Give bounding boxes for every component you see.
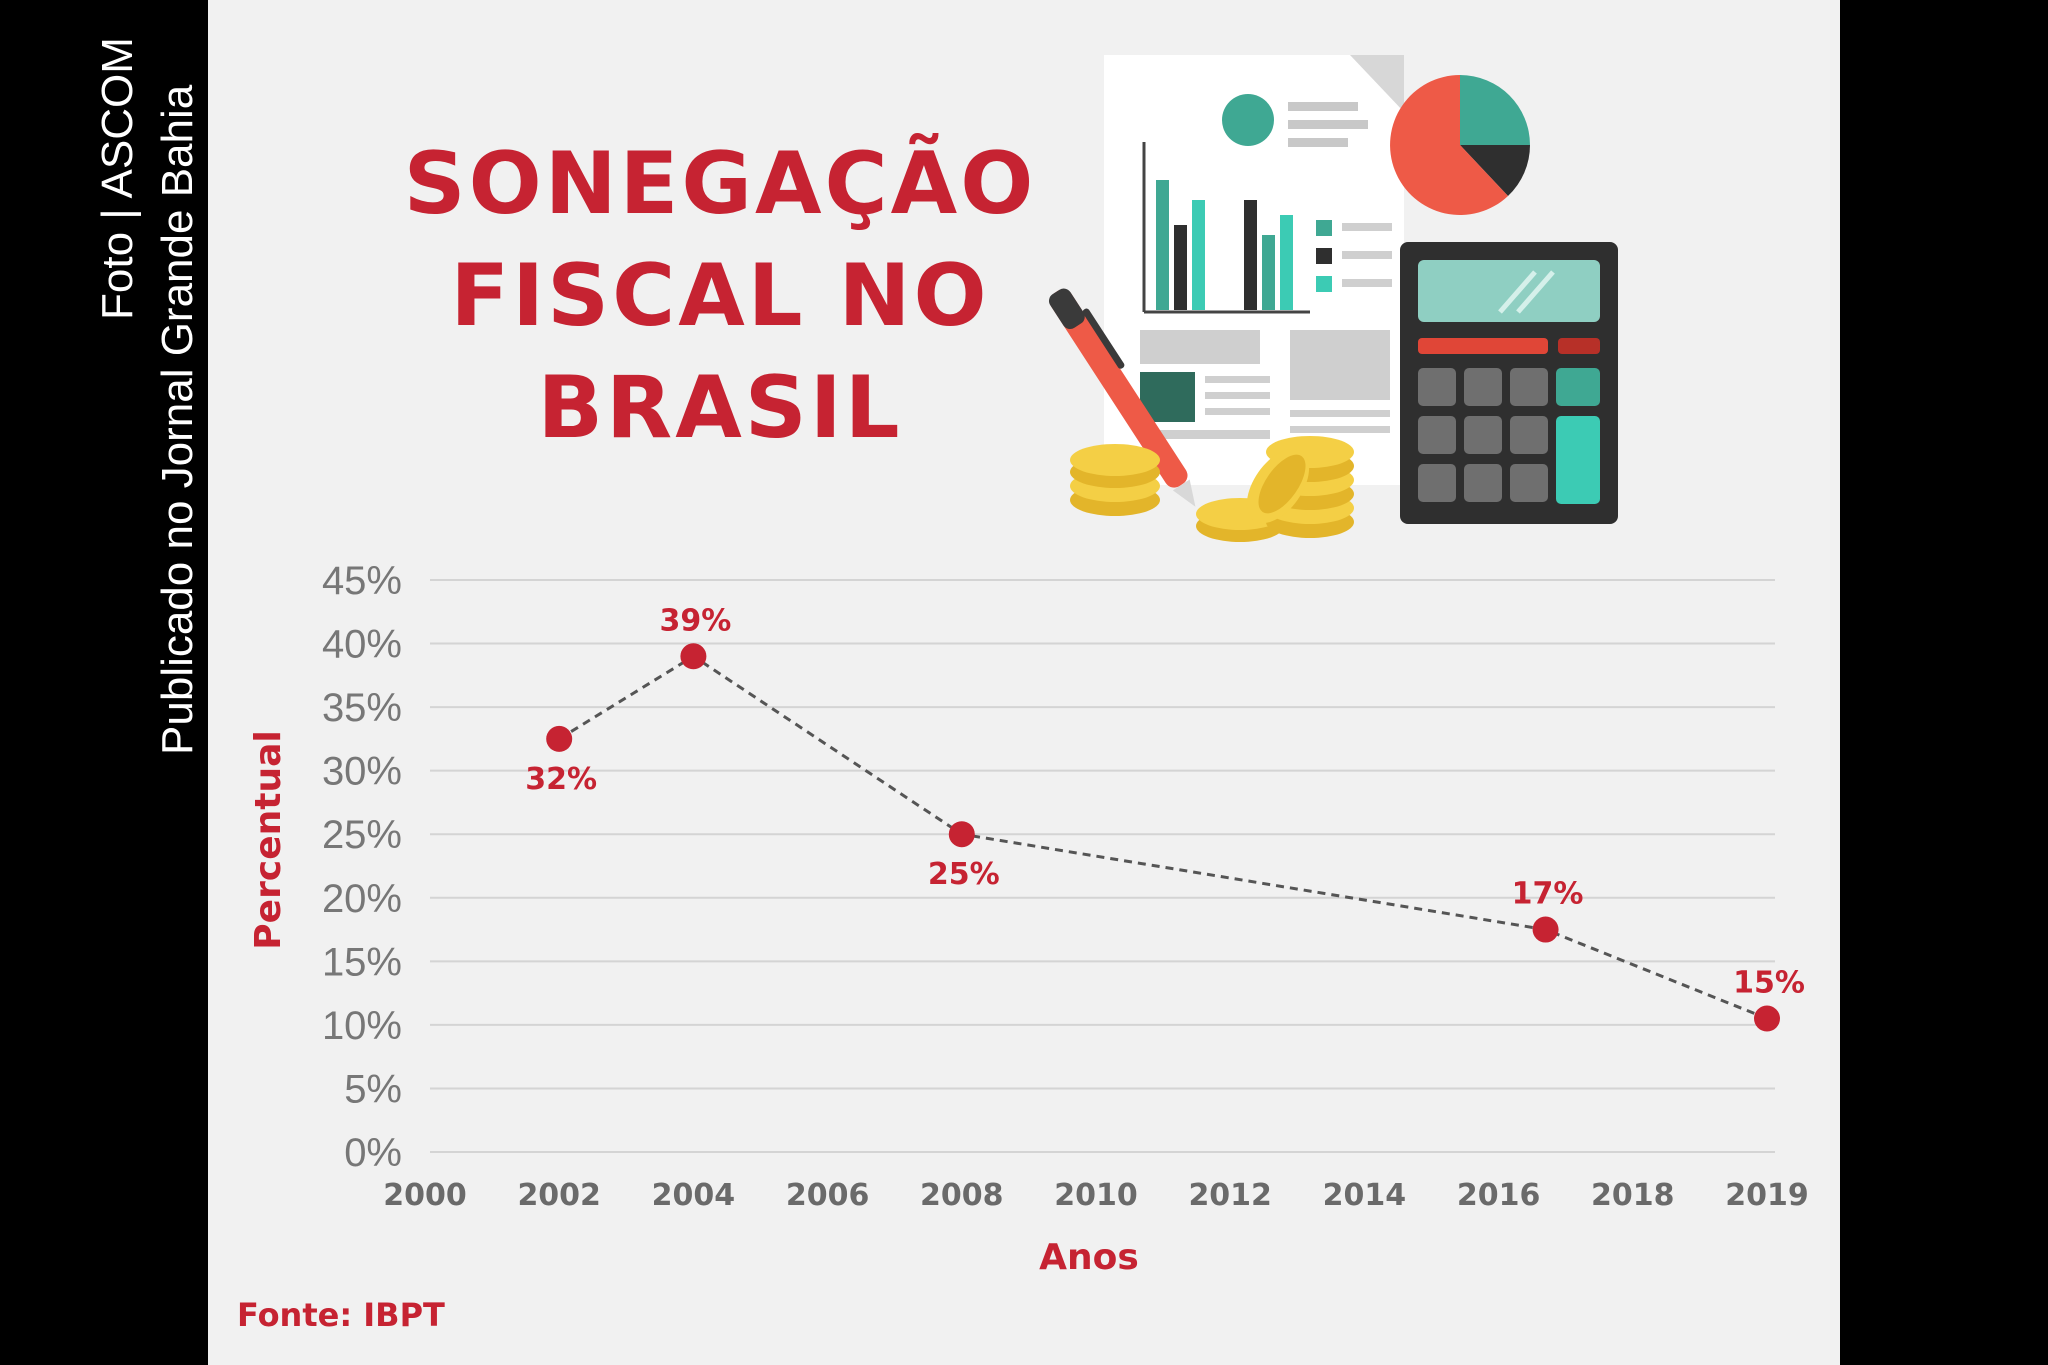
x-axis-ticks: 2000 2002 2004 2006 2008 2010 2012 2014 2016 2018… [383,1178,1809,1213]
pie-chart-icon [1390,75,1530,215]
data-point [1754,1005,1780,1032]
data-point [1532,916,1559,943]
y-axis-title: Percentual [248,730,289,949]
x-tick-label: 2012 [1188,1178,1272,1213]
gridlines [430,579,1775,1153]
x-tick-label: 2018 [1591,1178,1675,1213]
data-label: 17% [1512,877,1584,912]
data-label: 25% [928,857,1000,892]
data-point [546,725,573,752]
pen-icon [1049,288,1196,507]
y-tick-label: 5% [344,1067,402,1111]
y-tick-label: 25% [322,813,402,857]
bar-chart-icon [1142,142,1392,314]
y-tick-label: 0% [344,1131,402,1175]
finance-illustration [1049,55,1618,542]
title-line-3: BRASIL [537,358,903,458]
data-label: 32% [525,762,597,797]
y-tick-label: 15% [322,940,402,984]
title-line-1: SONEGAÇÃO [403,134,1037,234]
data-label: 15% [1733,966,1805,1001]
x-tick-label: 2004 [652,1178,736,1213]
x-tick-label: 2002 [517,1178,601,1213]
y-tick-label: 30% [322,750,402,794]
series-line [558,654,1768,1020]
data-point [948,821,975,848]
photo-credit-line-2: Publicado no Jornal Grande Bahia [153,84,202,755]
y-tick-label: 45% [322,559,402,603]
x-tick-label: 2019 [1725,1178,1809,1213]
y-tick-label: 35% [322,686,402,730]
x-tick-label: 2010 [1054,1178,1138,1213]
infographic-panel [208,0,1840,1365]
data-labels: 32% 39% 25% 17% 15% [525,603,1805,1000]
photo-credit: Foto | ASCOM Publicado no Jornal Grande … [0,0,210,800]
x-tick-label: 2014 [1323,1178,1407,1213]
y-tick-label: 10% [322,1004,402,1048]
data-points [546,643,1780,1032]
source-note: Fonte: IBPT [237,1296,445,1334]
x-tick-label: 2016 [1457,1178,1541,1213]
photo-credit-line-1: Foto | ASCOM [93,37,142,320]
x-tick-label: 2000 [383,1178,467,1213]
calculator-icon [1400,242,1618,524]
y-tick-label: 40% [322,623,402,667]
y-tick-label: 20% [322,877,402,921]
y-axis-ticks: 0% 5% 10% 15% 20% 25% 30% 35% 40% 45% [322,559,402,1175]
x-tick-label: 2008 [920,1178,1004,1213]
title-line-2: FISCAL NO [450,246,990,346]
x-tick-label: 2006 [786,1178,870,1213]
infographic-title: SONEGAÇÃO FISCAL NO BRASIL [360,128,1080,464]
coins-icon [1070,436,1354,542]
data-point [680,643,707,670]
data-label: 39% [659,603,731,638]
x-axis-title: Anos [1039,1237,1139,1278]
